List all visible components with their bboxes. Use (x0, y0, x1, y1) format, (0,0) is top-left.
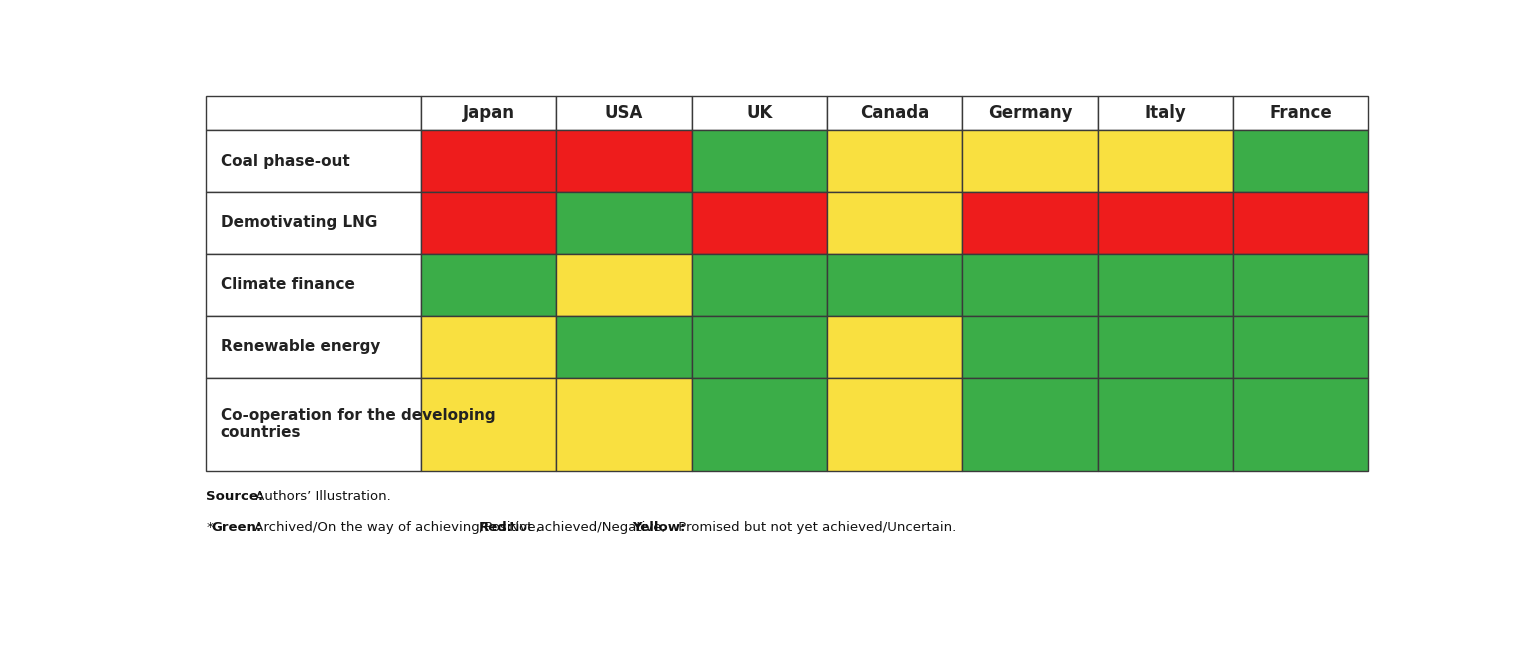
Bar (963, 130, 1098, 192)
Bar (1098, 192, 1233, 254)
Text: France: France (1269, 104, 1332, 122)
Bar (421, 96, 556, 130)
Text: *: * (206, 521, 214, 534)
Bar (1098, 316, 1233, 377)
Text: Renewable energy: Renewable energy (221, 340, 379, 355)
Text: Demotivating LNG: Demotivating LNG (221, 215, 376, 231)
Bar (1233, 254, 1369, 316)
Bar (963, 192, 1098, 254)
Bar (556, 377, 691, 471)
Text: Promised but not yet achieved/Uncertain.: Promised but not yet achieved/Uncertain. (674, 521, 955, 534)
Bar (1098, 130, 1233, 192)
Text: Italy: Italy (1144, 104, 1186, 122)
Bar (206, 192, 421, 254)
Bar (206, 316, 421, 377)
Bar (206, 377, 421, 471)
Text: Japan: Japan (462, 104, 515, 122)
Text: Co-operation for the developing
countries: Co-operation for the developing countrie… (221, 408, 495, 440)
Text: Coal phase-out: Coal phase-out (221, 153, 349, 168)
Bar (691, 96, 826, 130)
Bar (1233, 192, 1369, 254)
Bar (556, 254, 691, 316)
Bar (206, 254, 421, 316)
Bar (1233, 377, 1369, 471)
Bar (556, 96, 691, 130)
Text: Climate finance: Climate finance (221, 278, 355, 293)
Bar (691, 254, 826, 316)
Bar (556, 130, 691, 192)
Text: Germany: Germany (988, 104, 1072, 122)
Text: Authors’ Illustration.: Authors’ Illustration. (250, 490, 390, 503)
Bar (556, 316, 691, 377)
Bar (421, 192, 556, 254)
Bar (206, 96, 421, 130)
Bar (421, 377, 556, 471)
Bar (421, 316, 556, 377)
Text: Canada: Canada (860, 104, 929, 122)
Bar (1233, 130, 1369, 192)
Bar (691, 377, 826, 471)
Text: USA: USA (605, 104, 644, 122)
Text: Green:: Green: (212, 521, 261, 534)
Bar (421, 130, 556, 192)
Text: Yellow:: Yellow: (633, 521, 687, 534)
Bar (826, 316, 963, 377)
Bar (691, 130, 826, 192)
Bar (1098, 377, 1233, 471)
Bar (691, 316, 826, 377)
Bar (556, 192, 691, 254)
Bar (1233, 316, 1369, 377)
Text: Archived/On the way of achieving/Positive,: Archived/On the way of achieving/Positiv… (250, 521, 544, 534)
Bar (826, 377, 963, 471)
Bar (963, 96, 1098, 130)
Text: Source:: Source: (206, 490, 264, 503)
Text: UK: UK (746, 104, 773, 122)
Bar (1098, 254, 1233, 316)
Bar (1098, 96, 1233, 130)
Bar (826, 254, 963, 316)
Bar (826, 192, 963, 254)
Text: Red:: Red: (478, 521, 513, 534)
Bar (421, 254, 556, 316)
Bar (1233, 96, 1369, 130)
Bar (963, 316, 1098, 377)
Text: Not achieved/Negative,: Not achieved/Negative, (505, 521, 670, 534)
Bar (963, 377, 1098, 471)
Bar (206, 130, 421, 192)
Bar (963, 254, 1098, 316)
Bar (826, 96, 963, 130)
Bar (691, 192, 826, 254)
Bar (826, 130, 963, 192)
